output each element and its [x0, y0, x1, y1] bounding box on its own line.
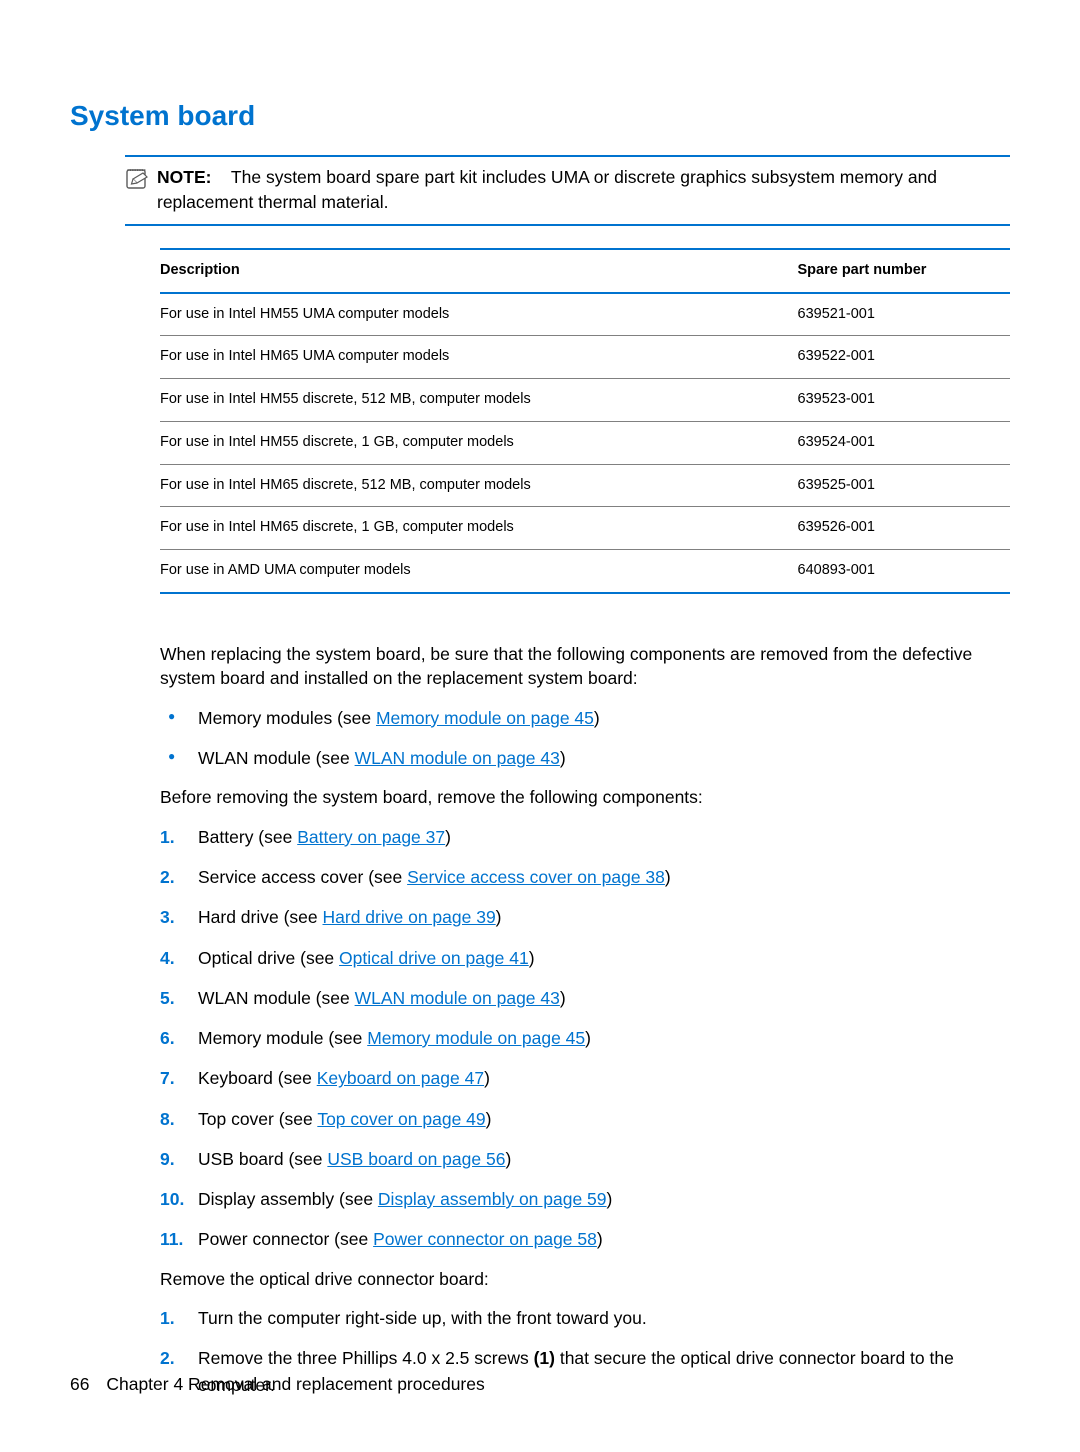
cross-reference-link[interactable]: Memory module on page 45 [367, 1028, 585, 1048]
cross-reference-link[interactable]: WLAN module on page 43 [355, 988, 560, 1008]
list-item: Power connector (see Power connector on … [160, 1226, 1010, 1252]
cross-reference-link[interactable]: Power connector on page 58 [373, 1229, 597, 1249]
cross-reference-link[interactable]: Memory module on page 45 [376, 708, 594, 728]
table-cell-description: For use in Intel HM55 discrete, 1 GB, co… [160, 421, 798, 464]
table-cell-description: For use in Intel HM55 discrete, 512 MB, … [160, 379, 798, 422]
list-item: Memory module (see Memory module on page… [160, 1025, 1010, 1051]
paragraph-remove-optical: Remove the optical drive connector board… [160, 1267, 1010, 1292]
cross-reference-link[interactable]: Service access cover on page 38 [407, 867, 665, 887]
cross-reference-link[interactable]: Optical drive on page 41 [339, 948, 529, 968]
list-item: Service access cover (see Service access… [160, 864, 1010, 890]
section-title: System board [70, 95, 1010, 137]
table-row: For use in Intel HM55 discrete, 1 GB, co… [160, 421, 1010, 464]
list-item: Keyboard (see Keyboard on page 47) [160, 1065, 1010, 1091]
note-icon [125, 167, 149, 191]
list-item: Turn the computer right-side up, with th… [160, 1305, 1010, 1331]
table-cell-part-number: 639522-001 [798, 336, 1011, 379]
list-item: Battery (see Battery on page 37) [160, 824, 1010, 850]
cross-reference-link[interactable]: Battery on page 37 [297, 827, 445, 847]
note-box: NOTE: The system board spare part kit in… [125, 155, 1010, 226]
table-cell-part-number: 639524-001 [798, 421, 1011, 464]
table-cell-description: For use in Intel HM65 discrete, 512 MB, … [160, 464, 798, 507]
table-cell-part-number: 639521-001 [798, 293, 1011, 336]
prerequisite-steps-list: Battery (see Battery on page 37) Service … [160, 824, 1010, 1253]
table-row: For use in AMD UMA computer models640893… [160, 550, 1010, 593]
note-text: NOTE: The system board spare part kit in… [157, 165, 1010, 216]
list-item: Hard drive (see Hard drive on page 39) [160, 904, 1010, 930]
callout-number: (1) [534, 1348, 555, 1368]
spare-parts-table: Description Spare part number For use in… [160, 248, 1010, 594]
list-item: Display assembly (see Display assembly o… [160, 1186, 1010, 1212]
list-item: Top cover (see Top cover on page 49) [160, 1106, 1010, 1132]
cross-reference-link[interactable]: Hard drive on page 39 [323, 907, 496, 927]
paragraph-before-remove: Before removing the system board, remove… [160, 785, 1010, 810]
bullet-list: Memory modules (see Memory module on pag… [160, 705, 1010, 772]
cross-reference-link[interactable]: USB board on page 56 [327, 1149, 505, 1169]
note-body: The system board spare part kit includes… [157, 167, 937, 212]
cross-reference-link[interactable]: Top cover on page 49 [317, 1109, 485, 1129]
page-number: 66 [70, 1374, 89, 1394]
list-item: USB board (see USB board on page 56) [160, 1146, 1010, 1172]
list-item: WLAN module (see WLAN module on page 43) [160, 745, 1010, 771]
table-cell-description: For use in Intel HM65 UMA computer model… [160, 336, 798, 379]
cross-reference-link[interactable]: WLAN module on page 43 [355, 748, 560, 768]
table-row: For use in Intel HM65 UMA computer model… [160, 336, 1010, 379]
table-row: For use in Intel HM65 discrete, 1 GB, co… [160, 507, 1010, 550]
paragraph-replace-note: When replacing the system board, be sure… [160, 642, 1010, 691]
table-header-spare-part: Spare part number [798, 249, 1011, 293]
table-cell-part-number: 640893-001 [798, 550, 1011, 593]
table-cell-description: For use in AMD UMA computer models [160, 550, 798, 593]
cross-reference-link[interactable]: Display assembly on page 59 [378, 1189, 607, 1209]
table-row: For use in Intel HM55 UMA computer model… [160, 293, 1010, 336]
table-cell-part-number: 639526-001 [798, 507, 1011, 550]
table-cell-description: For use in Intel HM55 UMA computer model… [160, 293, 798, 336]
table-header-description: Description [160, 249, 798, 293]
list-item: Memory modules (see Memory module on pag… [160, 705, 1010, 731]
table-row: For use in Intel HM65 discrete, 512 MB, … [160, 464, 1010, 507]
table-cell-description: For use in Intel HM65 discrete, 1 GB, co… [160, 507, 798, 550]
list-item: WLAN module (see WLAN module on page 43) [160, 985, 1010, 1011]
cross-reference-link[interactable]: Keyboard on page 47 [317, 1068, 484, 1088]
page-footer: 66 Chapter 4 Removal and replacement pro… [70, 1371, 485, 1397]
chapter-title: Chapter 4 Removal and replacement proced… [106, 1374, 484, 1394]
list-item: Optical drive (see Optical drive on page… [160, 945, 1010, 971]
table-row: For use in Intel HM55 discrete, 512 MB, … [160, 379, 1010, 422]
table-cell-part-number: 639523-001 [798, 379, 1011, 422]
table-cell-part-number: 639525-001 [798, 464, 1011, 507]
note-label: NOTE: [157, 167, 211, 187]
